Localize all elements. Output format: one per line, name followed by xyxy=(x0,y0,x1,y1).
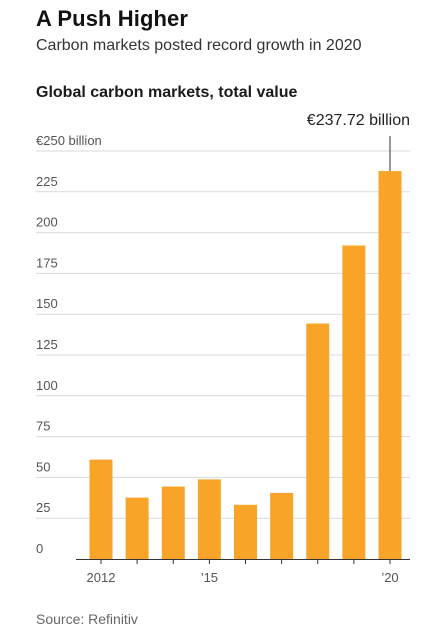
y-tick-label: 25 xyxy=(36,500,50,515)
y-tick-label: €250 billion xyxy=(36,133,102,148)
bar-2015 xyxy=(197,479,221,559)
y-tick-label: 75 xyxy=(36,419,50,434)
bar-2018 xyxy=(306,323,330,559)
y-tick-label: 100 xyxy=(36,378,58,393)
bar-2017 xyxy=(270,492,294,559)
bar-2016 xyxy=(234,504,257,559)
y-tick-label: 150 xyxy=(36,296,58,311)
x-tick-label: ’20 xyxy=(381,570,398,585)
y-tick-label: 200 xyxy=(36,215,58,230)
bar-2020 xyxy=(378,171,402,559)
source-note: Source: Refinitiv xyxy=(36,611,138,627)
y-tick-label: 125 xyxy=(36,337,58,352)
annotation: €237.72 billion xyxy=(307,112,410,172)
subheadline: Carbon markets posted record growth in 2… xyxy=(36,37,362,54)
x-tick-label: ’15 xyxy=(201,570,218,585)
y-tick-label: 175 xyxy=(36,255,58,270)
headline: A Push Higher xyxy=(36,6,189,31)
y-tick-label: 50 xyxy=(36,459,50,474)
tick-labels: 0 25 50 75 100 125 150 175 200 225 €250 billion 201… xyxy=(36,133,399,585)
bar-2013 xyxy=(125,497,149,559)
bar-2014 xyxy=(161,486,185,559)
annotation-label: €237.72 billion xyxy=(307,112,410,129)
chart-title: Global carbon markets, total value xyxy=(36,84,298,101)
y-tick-label: 0 xyxy=(36,541,43,556)
bars xyxy=(89,171,402,559)
bar-2019 xyxy=(342,245,366,559)
axes xyxy=(76,559,410,564)
x-tick-label: 2012 xyxy=(87,570,116,585)
bar-2012 xyxy=(89,459,113,559)
y-tick-label: 225 xyxy=(36,174,58,189)
